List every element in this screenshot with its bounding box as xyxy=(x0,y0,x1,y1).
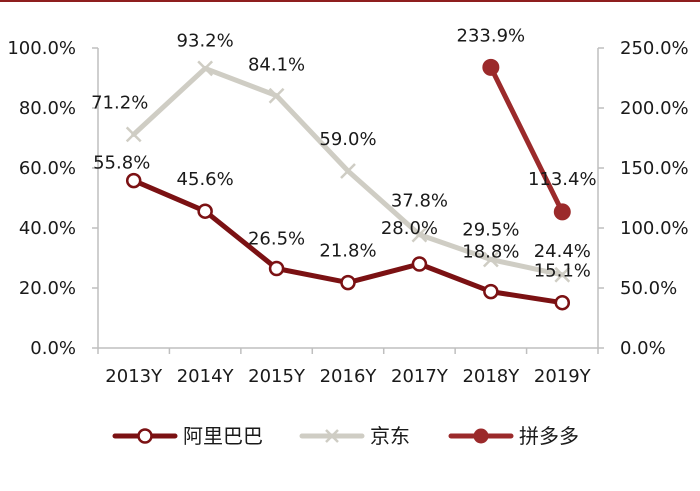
data-label: 24.4% xyxy=(534,241,591,262)
x-tick-label: 2013Y xyxy=(105,366,163,387)
data-label: 59.0% xyxy=(319,129,376,150)
x-tick-label: 2018Y xyxy=(462,366,520,387)
data-point xyxy=(268,260,285,277)
data-label: 26.5% xyxy=(248,229,305,250)
data-label: 18.8% xyxy=(462,242,519,263)
data-label: 29.5% xyxy=(462,220,519,241)
right-tick-label: 150.0% xyxy=(620,158,689,179)
data-point xyxy=(411,226,428,243)
right-tick-label: 100.0% xyxy=(620,218,689,239)
data-label: 233.9% xyxy=(457,25,526,46)
data-label: 21.8% xyxy=(319,241,376,262)
legend-label: 拼多多 xyxy=(519,424,579,448)
data-point xyxy=(482,58,500,76)
right-tick-label: 200.0% xyxy=(620,98,689,119)
left-tick-label: 100.0% xyxy=(7,38,76,59)
data-point xyxy=(125,126,142,143)
right-tick-label: 50.0% xyxy=(620,278,677,299)
data-label: 93.2% xyxy=(177,30,234,51)
data-label: 28.0% xyxy=(381,218,438,239)
data-point xyxy=(554,294,571,311)
data-point xyxy=(268,87,285,104)
data-point xyxy=(197,203,213,219)
legend-marker xyxy=(137,428,153,444)
x-tick-label: 2016Y xyxy=(320,366,378,387)
data-label: 15.1% xyxy=(534,261,591,282)
data-point xyxy=(340,163,356,179)
data-label: 113.4% xyxy=(528,169,597,190)
data-point xyxy=(197,60,214,77)
left-tick-label: 60.0% xyxy=(19,158,76,179)
legend-label: 阿里巴巴 xyxy=(183,424,263,448)
data-point xyxy=(483,283,499,300)
x-tick-label: 2015Y xyxy=(248,366,306,387)
x-tick-label: 2014Y xyxy=(177,366,235,387)
data-label: 37.8% xyxy=(391,191,448,212)
legend-label: 京东 xyxy=(370,424,410,448)
top-rule xyxy=(0,0,700,2)
data-label: 55.8% xyxy=(93,153,150,174)
x-tick-label: 2017Y xyxy=(391,366,449,387)
data-point xyxy=(340,274,356,291)
right-tick-label: 250.0% xyxy=(620,38,689,59)
left-tick-label: 20.0% xyxy=(19,278,76,299)
data-point xyxy=(553,203,571,221)
data-label: 71.2% xyxy=(91,92,148,113)
x-tick-label: 2019Y xyxy=(534,366,592,387)
series-line xyxy=(488,64,565,215)
data-point xyxy=(125,172,142,189)
legend-marker xyxy=(473,428,489,444)
data-label: 45.6% xyxy=(177,169,234,190)
left-tick-label: 80.0% xyxy=(19,98,76,119)
data-label: 84.1% xyxy=(248,55,305,76)
left-tick-label: 0.0% xyxy=(30,338,76,359)
left-tick-label: 40.0% xyxy=(19,218,76,239)
data-point xyxy=(554,266,571,283)
data-point xyxy=(482,251,499,268)
data-point xyxy=(411,256,428,272)
right-tick-label: 0.0% xyxy=(620,338,666,359)
legend-marker xyxy=(325,429,339,443)
